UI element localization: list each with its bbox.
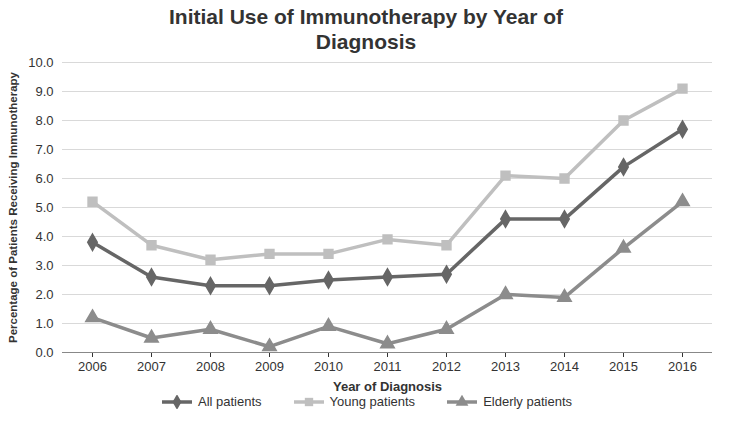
svg-text:1.0: 1.0 <box>35 316 53 331</box>
svg-text:2016: 2016 <box>668 359 697 374</box>
svg-text:5.0: 5.0 <box>35 200 53 215</box>
svg-text:2006: 2006 <box>78 359 107 374</box>
svg-text:2012: 2012 <box>432 359 461 374</box>
svg-text:2015: 2015 <box>609 359 638 374</box>
svg-text:4.0: 4.0 <box>35 229 53 244</box>
svg-text:10.0: 10.0 <box>28 55 53 70</box>
svg-text:0.0: 0.0 <box>35 345 53 360</box>
svg-text:2011: 2011 <box>374 359 402 374</box>
svg-text:2013: 2013 <box>491 359 520 374</box>
html-text:Initial Use of Immunotherapy b: Initial Use of Immunotherapy by Year of … <box>169 5 563 53</box>
svg-text:2010: 2010 <box>314 359 343 374</box>
svg-text:6.0: 6.0 <box>35 171 53 186</box>
svg-text:Year of Diagnosis: Year of Diagnosis <box>333 379 442 394</box>
svg-text:3.0: 3.0 <box>35 258 53 273</box>
svg-text:2008: 2008 <box>196 359 225 374</box>
svg-text:Percentage of Patients Receivi: Percentage of Patients Receiving Immunot… <box>7 71 19 343</box>
svg-text:7.0: 7.0 <box>35 142 53 157</box>
svg-text:8.0: 8.0 <box>35 113 53 128</box>
html-text:Elderly patients: Elderly patients <box>483 394 572 409</box>
svg-text:2007: 2007 <box>137 359 166 374</box>
svg-text:2009: 2009 <box>255 359 284 374</box>
html-text:Young patients: Young patients <box>329 394 416 409</box>
svg-text:2.0: 2.0 <box>35 287 53 302</box>
svg-text:9.0: 9.0 <box>35 84 53 99</box>
html-text:All patients: All patients <box>198 394 262 409</box>
svg-text:2014: 2014 <box>550 359 579 374</box>
